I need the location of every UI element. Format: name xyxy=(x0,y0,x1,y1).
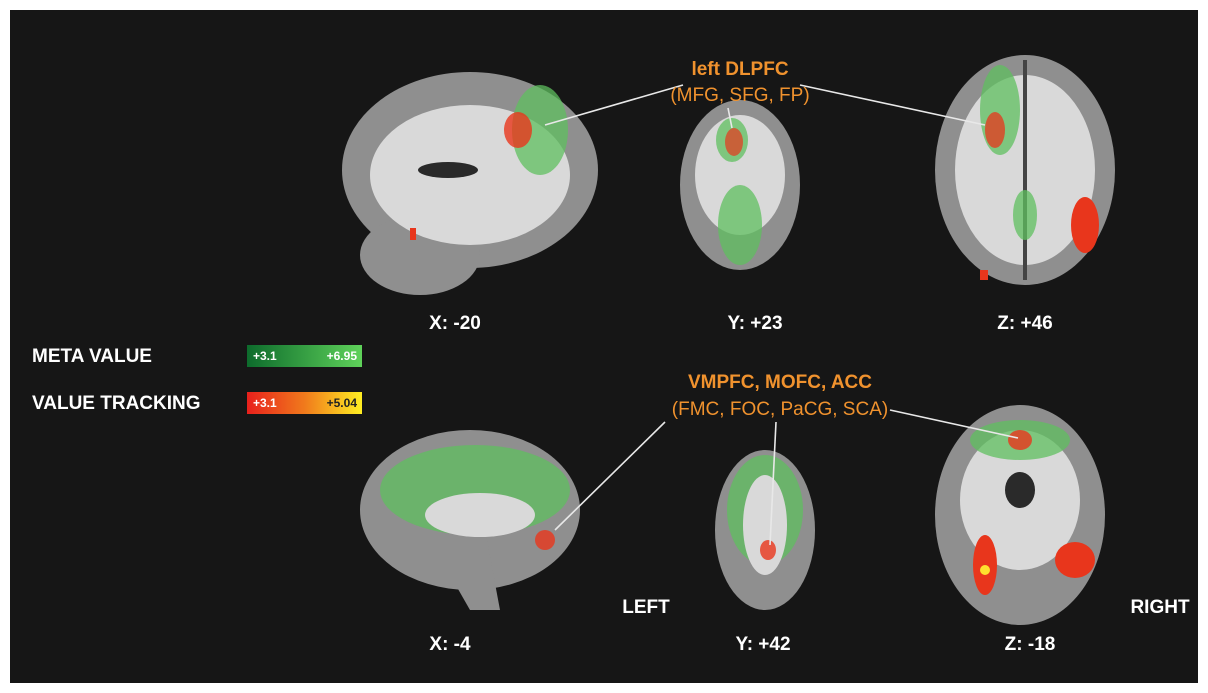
brain-coronal-bottom xyxy=(715,450,815,610)
colorbar-min: +3.1 xyxy=(253,349,277,363)
page: {"legend": [ {"label": "META VALUE", "mi… xyxy=(0,0,1208,693)
slice-label: Y: +42 xyxy=(735,634,790,655)
colorbar-min: +3.1 xyxy=(253,396,277,410)
brain-axial-bottom xyxy=(935,405,1105,625)
orientation-label: RIGHT xyxy=(1130,597,1190,618)
slice-label: X: -4 xyxy=(429,634,471,655)
annotation-title: left DLPFC xyxy=(691,59,788,80)
legend-label: VALUE TRACKING xyxy=(32,393,201,414)
slice-label: Y: +23 xyxy=(727,313,782,334)
colorbar-max: +5.04 xyxy=(327,396,358,410)
brain-axial-top xyxy=(935,55,1115,285)
orientation-label: LEFT xyxy=(622,597,670,618)
annotation-title: VMPFC, MOFC, ACC xyxy=(688,372,872,393)
annotation-subtitle: (MFG, SFG, FP) xyxy=(670,85,809,106)
slice-label: Z: -18 xyxy=(1005,634,1056,655)
colorbar-max: +6.95 xyxy=(327,349,358,363)
brain-coronal-top xyxy=(680,100,800,270)
slice-label: Z: +46 xyxy=(997,313,1052,334)
legend-label: META VALUE xyxy=(32,346,152,367)
annotation-subtitle: (FMC, FOC, PaCG, SCA) xyxy=(672,399,888,420)
figure: left DLPFC (MFG, SFG, FP) VMPFC, MOFC, A… xyxy=(0,0,1208,693)
slice-label: X: -20 xyxy=(429,313,481,334)
